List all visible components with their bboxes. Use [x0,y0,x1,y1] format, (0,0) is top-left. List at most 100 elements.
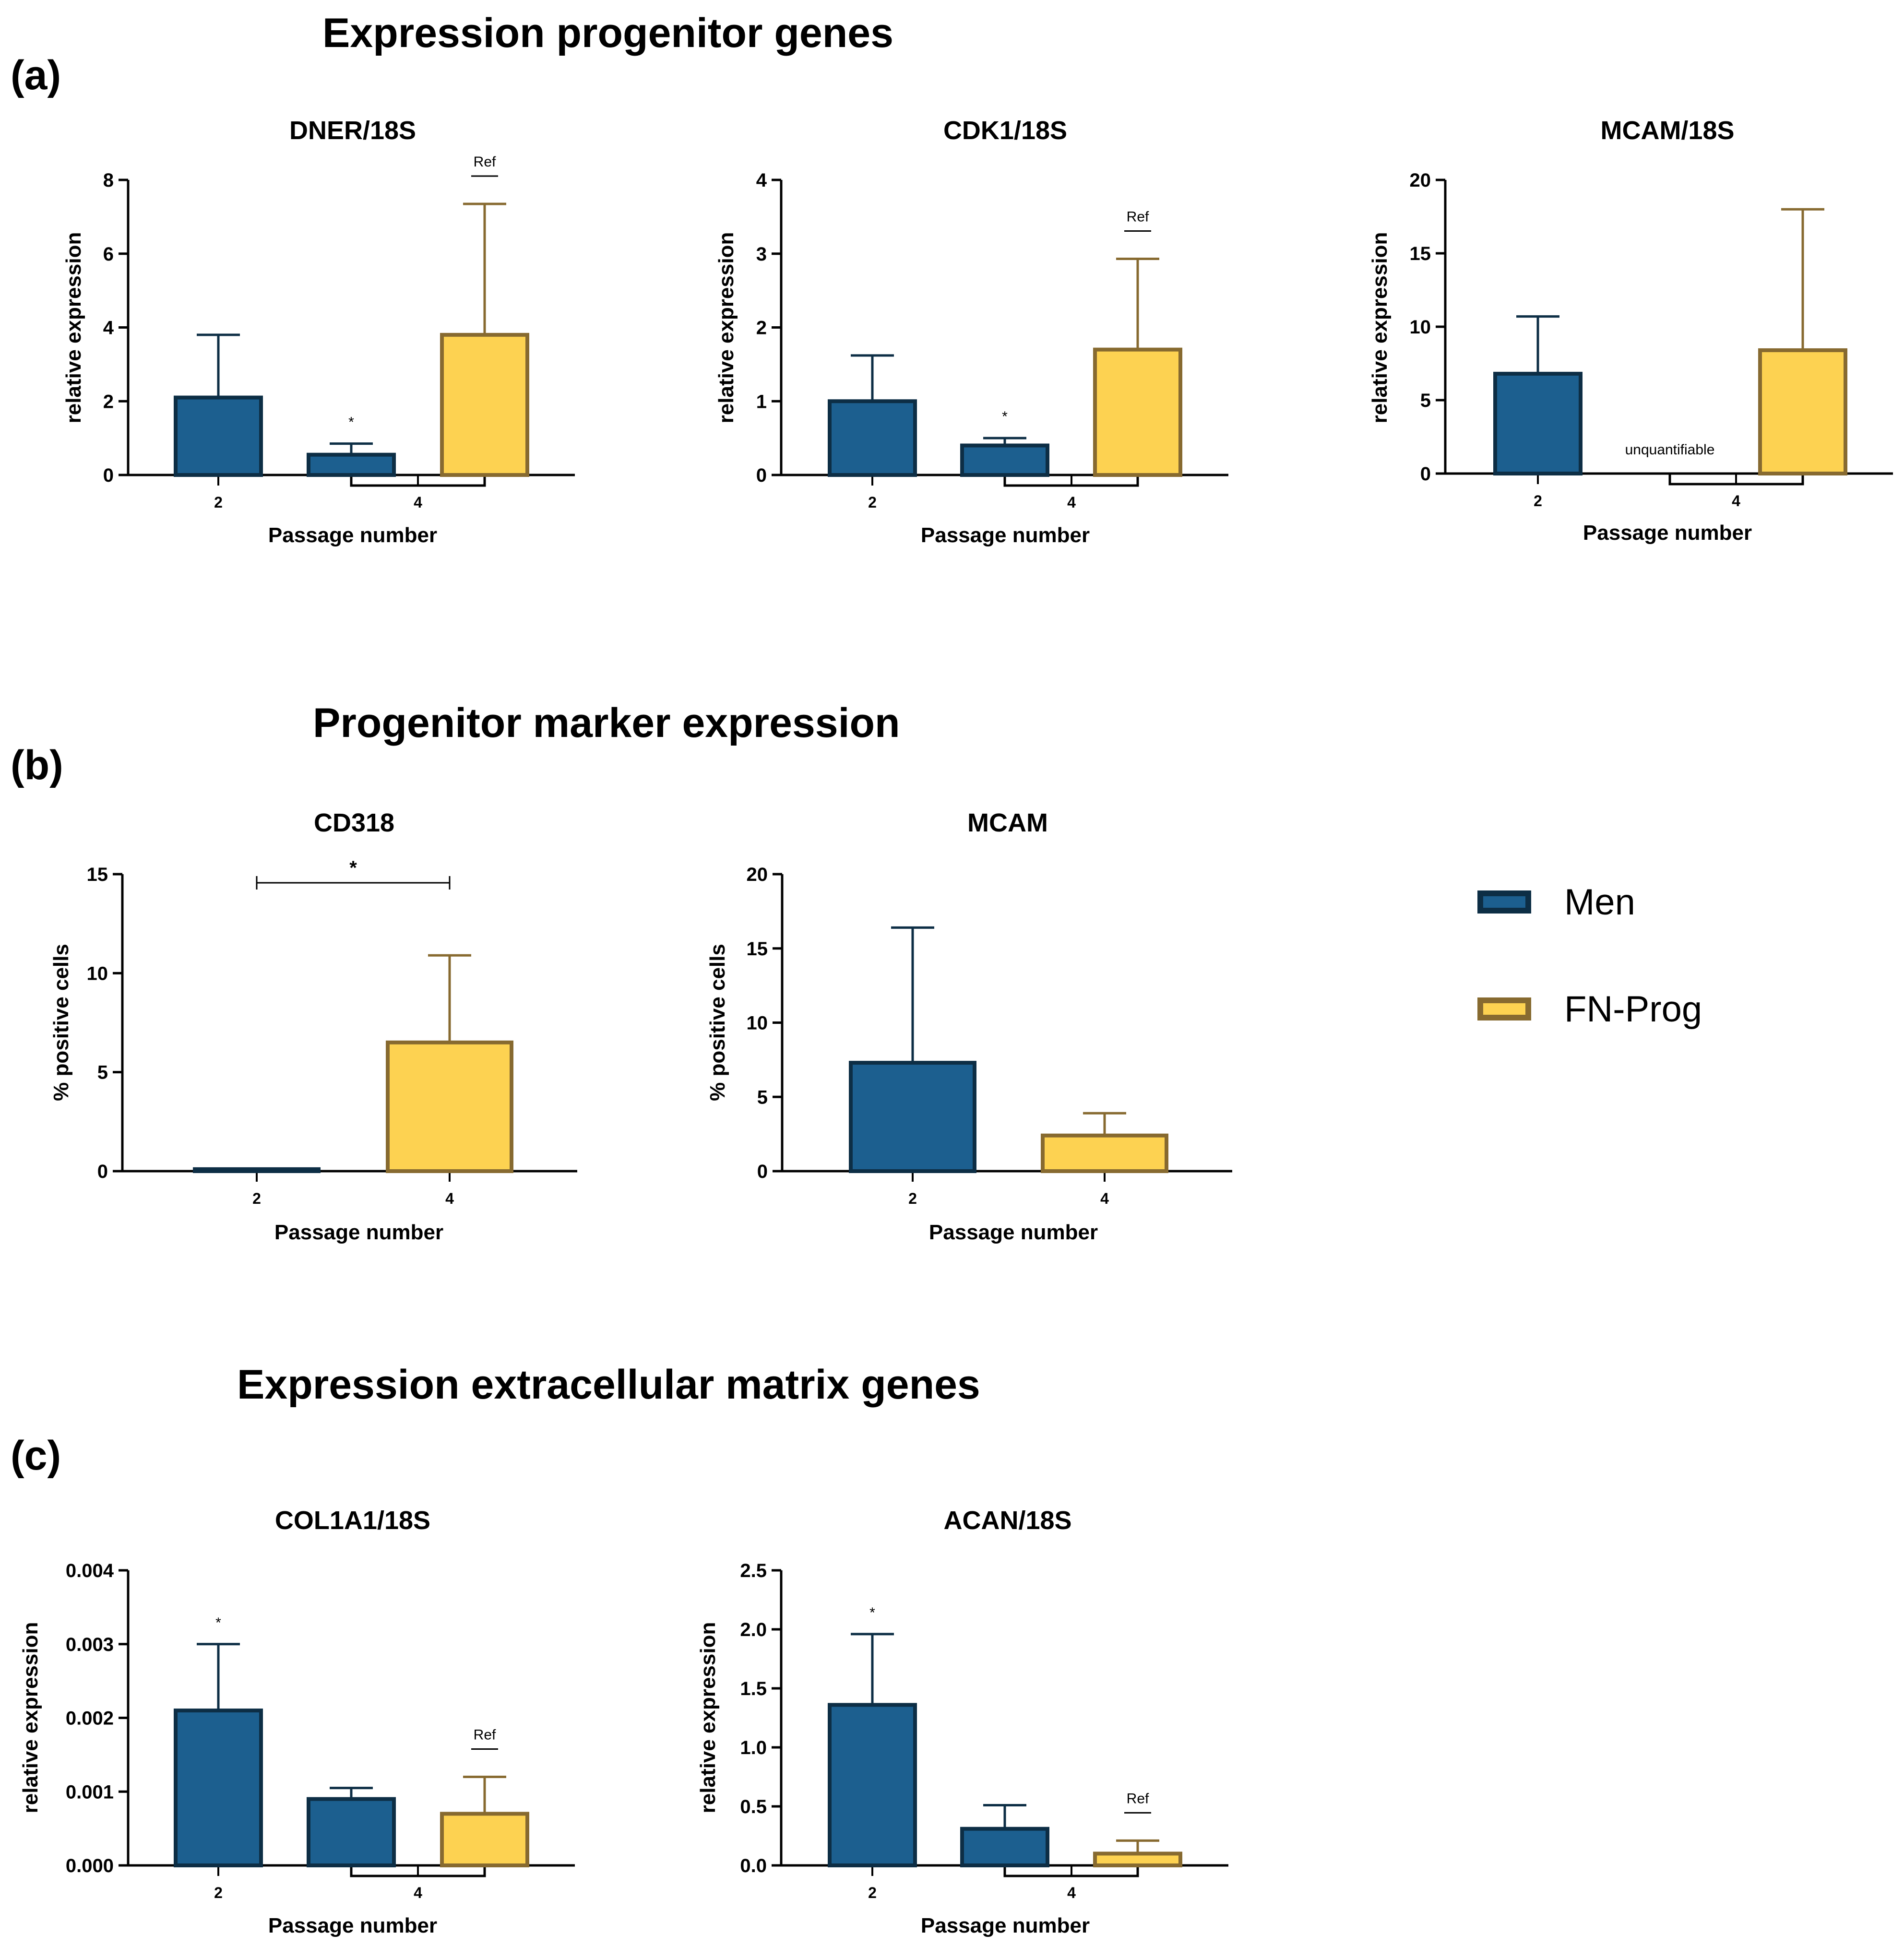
acan-ytick-label: 1.0 [740,1737,767,1758]
mcam-ytick-label: 5 [757,1087,768,1108]
mcam18s-ytick-label: 5 [1420,390,1431,411]
cd318-title: CD318 [314,808,394,837]
dner-bar-fn-prog-p4 [440,332,529,477]
legend-swatch [1477,997,1531,1020]
cdk1-ytick-label: 2 [756,318,767,339]
mcam18s-chart: MCAM/18S Passage number relative expressio… [1368,116,1893,545]
cd318-ytick-label: 15 [87,864,108,885]
cdk1-xlabel: Passage number [921,523,1090,547]
cd318-xtick-label: 2 [252,1190,261,1207]
legend-label: FN-Prog [1564,989,1702,1030]
col1a1-ytick-label: 0.002 [66,1708,114,1729]
legend-label: Men [1564,882,1635,923]
col1a1-ytick-label: 0.000 [66,1855,114,1876]
cd318-bar-fn-prog-p4 [386,1040,513,1173]
dner-annotation: * [348,415,354,430]
legend-item-fn-prog: FN-Prog [1477,989,1702,1030]
col1a1-ytick-label: 0.004 [66,1560,114,1581]
mcam18s-ytick-label: 0 [1420,463,1431,485]
mcam18s-bar-fn-prog-p4 [1758,348,1847,476]
acan-title: ACAN/18S [943,1506,1071,1535]
mcam18s-group-bracket [1668,474,1804,486]
dner-xtick-label: 4 [414,494,422,511]
dner-ytick-label: 2 [103,391,114,412]
section-b-title: Progenitor marker expression [313,700,900,746]
dner-ytick-label: 6 [103,244,114,265]
col1a1-xlabel: Passage number [268,1914,437,1937]
acan-chart: ACAN/18S Passage number relative expressio… [696,1506,1228,1937]
cdk1-ytick-label: 4 [756,170,767,191]
col1a1-group-bracket [350,1865,486,1877]
acan-bar-men-p4 [960,1827,1049,1867]
mcam-xlabel: Passage number [929,1221,1098,1244]
cd318-bar-men-p2 [193,1167,321,1173]
legend-item-men: Men [1477,882,1635,923]
mcam-ylabel: % positive cells [706,944,729,1101]
cdk1-xtick-label: 4 [1067,494,1076,511]
mcam-xtick-label: 4 [1100,1190,1109,1207]
col1a1-bar-men-p4 [307,1797,396,1867]
cdk1-title: CDK1/18S [943,116,1067,145]
col1a1-xtick-label: 4 [414,1884,422,1901]
dner-bar-men-p4 [307,452,396,477]
section-b-label: (b) [11,742,63,788]
cd318-ytick-label: 5 [97,1062,108,1083]
col1a1-ytick-label: 0.001 [66,1781,114,1803]
cdk1-group-bracket [1003,475,1139,487]
dner-xtick-label: 2 [214,494,223,511]
dner-annotation: Ref [474,154,496,170]
mcam18s-title: MCAM/18S [1600,116,1734,145]
acan-annotation: Ref [1127,1791,1149,1806]
cdk1-chart: CDK1/18S Passage number relative expressio… [714,116,1228,547]
col1a1-ylabel: relative expression [19,1622,42,1814]
section-a-label: (a) [11,52,61,98]
acan-ytick-label: 2.5 [740,1560,767,1581]
cdk1-annotation: Ref [1127,209,1149,225]
mcam-title: MCAM [967,808,1048,837]
col1a1-title: COL1A1/18S [275,1506,430,1535]
mcam-bar-fn-prog-p4 [1041,1133,1168,1173]
col1a1-chart: COL1A1/18S Passage number relative express… [19,1506,575,1937]
col1a1-annotation: Ref [474,1727,496,1743]
acan-annotation: * [869,1605,875,1621]
section-c-label: (c) [11,1433,61,1479]
section-c-title: Expression extracellular matrix genes [237,1362,980,1408]
cd318-ytick-label: 10 [87,963,108,984]
mcam-chart: MCAM Passage number % positive cells 0 5 10 15… [706,808,1232,1244]
dner-bar-men-p2 [174,395,263,477]
col1a1-bar-fn-prog-p4 [440,1812,529,1867]
legend-swatch [1477,890,1531,914]
dner-xlabel: Passage number [268,523,437,547]
cd318-xlabel: Passage number [274,1221,443,1244]
mcam18s-xtick-label: 4 [1732,492,1740,510]
cd318-ylabel: % positive cells [49,944,73,1101]
cdk1-bar-men-p4 [960,443,1049,477]
dner-chart: DNER/18S Passage number relative expressio… [62,116,575,547]
mcam18s-xlabel: Passage number [1583,521,1752,545]
acan-ytick-label: 0.5 [740,1796,767,1817]
dner-ylabel: relative expression [62,232,85,424]
dner-ytick-label: 4 [103,318,114,339]
mcam-ytick-label: 10 [747,1013,768,1034]
col1a1-annotation: * [215,1615,221,1631]
col1a1-xtick-label: 2 [214,1884,223,1901]
dner-group-bracket [350,475,486,487]
mcam-ytick-label: 0 [757,1161,768,1182]
acan-bar-fn-prog-p4 [1093,1851,1182,1867]
col1a1-bar-men-p2 [174,1709,263,1867]
mcam18s-ytick-label: 10 [1410,317,1431,338]
cdk1-bar-men-p2 [828,399,917,477]
cdk1-xtick-label: 2 [868,494,877,511]
mcam-bar-men-p2 [849,1061,976,1173]
cdk1-ytick-label: 3 [756,244,767,265]
acan-ylabel: relative expression [696,1622,720,1814]
mcam18s-ytick-label: 15 [1410,243,1431,264]
section-a-title: Expression progenitor genes [322,10,893,56]
acan-bar-men-p2 [828,1703,917,1867]
cd318-chart: CD318 Passage number % positive cells 0 5 10 1… [49,808,577,1244]
mcam-xtick-label: 2 [908,1190,917,1207]
cdk1-ylabel: relative expression [714,232,738,424]
mcam18s-ylabel: relative expression [1368,232,1392,424]
mcam-ytick-label: 15 [747,938,768,960]
